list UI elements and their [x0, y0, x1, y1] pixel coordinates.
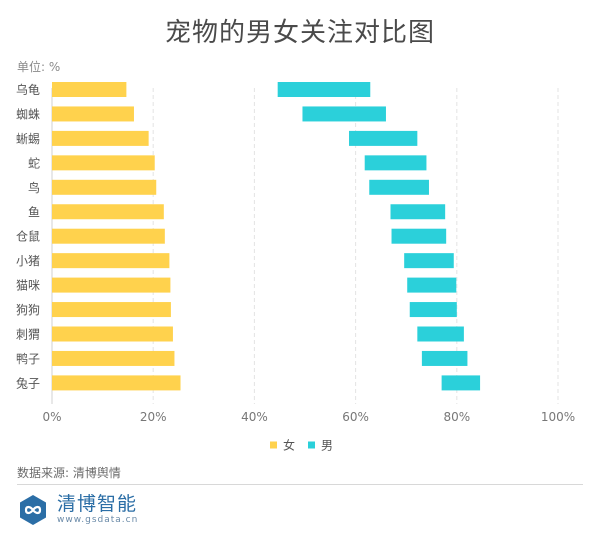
- legend-swatch: [308, 441, 315, 449]
- brand-name: 清博智能: [57, 493, 138, 515]
- x-tick-label: 20%: [140, 410, 167, 424]
- unit-label: 单位: %: [17, 60, 61, 74]
- legend-swatch: [270, 441, 277, 449]
- bar-male: [302, 106, 386, 122]
- bar-male: [390, 204, 446, 220]
- category-label: 刺猬: [16, 328, 40, 342]
- bar-female: [52, 106, 134, 122]
- bar-chart: 0% 20% 40% 60% 80% 100% 乌龟蜘蛛蜥蜴蛇鸟鱼仓鼠小猪猫咪狗狗刺猬鸭子兔…: [16, 82, 575, 453]
- bar-female: [52, 350, 175, 366]
- category-label: 小猪: [16, 254, 40, 268]
- legend-label: 男: [321, 439, 333, 453]
- category-label: 乌龟: [16, 82, 40, 97]
- x-tick-label: 80%: [443, 410, 470, 424]
- bar-male: [364, 155, 427, 171]
- bar-male: [409, 302, 457, 318]
- category-label: 蜥蜴: [16, 131, 40, 146]
- x-tick-label: 60%: [342, 410, 369, 424]
- brand-url: www.gsdata.cn: [57, 515, 139, 525]
- bar-male: [277, 82, 371, 97]
- bar-female: [52, 253, 170, 269]
- footer-divider: [17, 484, 583, 485]
- legend-label: 女: [283, 438, 295, 453]
- bar-male: [441, 375, 481, 391]
- bar-male: [404, 253, 454, 269]
- category-label: 鸭子: [16, 352, 40, 366]
- category-label: 蜘蛛: [16, 106, 40, 121]
- bar-female: [52, 82, 127, 97]
- brand-logo: 清博智能 www.gsdata.cn: [17, 494, 138, 526]
- chart-title: 宠物的男女关注对比图: [164, 18, 435, 48]
- bar-female: [52, 302, 171, 318]
- category-label: 仓鼠: [16, 230, 40, 244]
- bar-male: [349, 130, 418, 146]
- bar-female: [52, 204, 164, 220]
- bar-female: [52, 130, 149, 146]
- category-label: 蛇: [28, 155, 40, 170]
- category-label: 猫咪: [16, 279, 40, 293]
- bar-male: [391, 228, 447, 244]
- category-label: 狗狗: [16, 303, 40, 317]
- x-tick-label: 0%: [42, 410, 61, 424]
- category-label: 鱼: [28, 205, 40, 219]
- bar-female: [52, 277, 171, 293]
- bar-female: [52, 375, 181, 391]
- bar-female: [52, 155, 155, 171]
- source-label: 数据来源: 清博舆情: [17, 466, 121, 480]
- bar-female: [52, 326, 173, 342]
- category-label: 兔子: [16, 375, 40, 390]
- brand-logo-icon: [20, 495, 46, 525]
- bar-female: [52, 179, 157, 195]
- bar-male: [407, 277, 457, 293]
- bar-male: [369, 179, 429, 195]
- bar-male: [417, 326, 464, 342]
- bar-male: [421, 350, 468, 366]
- x-tick-label: 100%: [541, 410, 575, 424]
- x-tick-label: 40%: [241, 410, 268, 424]
- category-label: 鸟: [28, 180, 40, 195]
- bar-female: [52, 228, 165, 244]
